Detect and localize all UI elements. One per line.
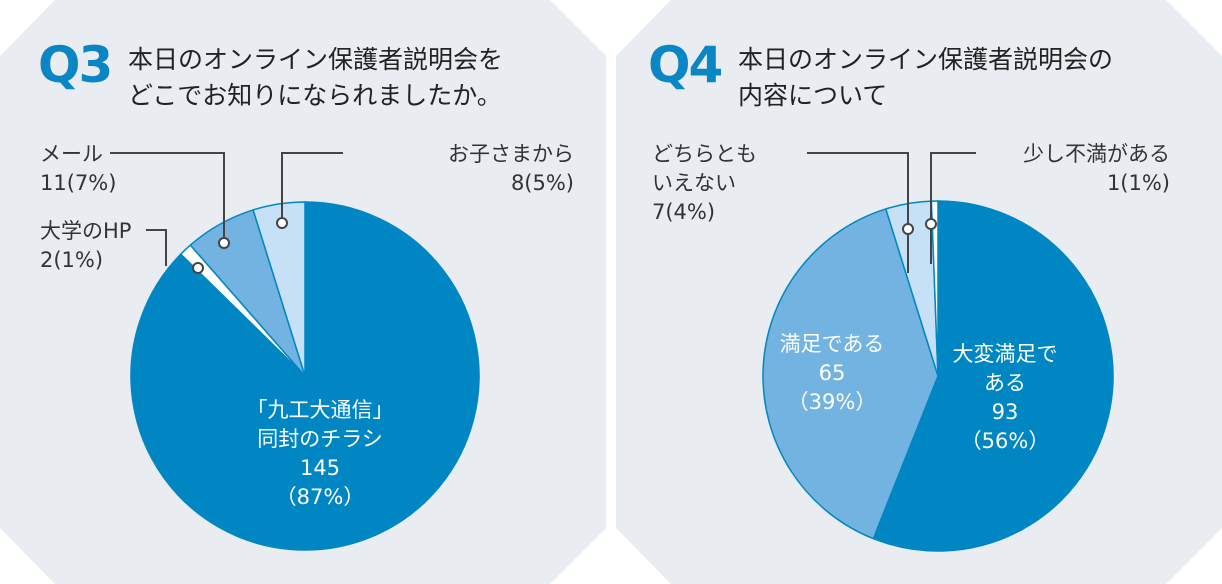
- q3-pie: [130, 201, 480, 551]
- leader-dot-mail: [218, 237, 230, 249]
- leader-dot-kids: [276, 217, 288, 229]
- leader-dot-neutral: [902, 223, 914, 235]
- leader-dot-dissatisfied: [925, 218, 937, 230]
- pie-slice-q3-3: [252, 201, 306, 377]
- label-very-satisfied: 大変満足で ある 93 （56%）: [952, 342, 1058, 453]
- pie-slice-q4-1: [762, 208, 939, 540]
- q4-number: Q4: [648, 36, 723, 94]
- label-hp: 大学のHP 2(1%): [40, 219, 132, 272]
- label-neutral: どちらとも いえない 7(4%): [652, 142, 757, 224]
- leader-mail: [110, 152, 225, 240]
- q3-title: 本日のオンライン保護者説明会を どこでお知りになられましたか。: [128, 45, 504, 110]
- q4-pie: [762, 200, 1114, 552]
- leader-kids: [281, 152, 343, 222]
- leader-hp: [146, 229, 167, 266]
- pie-slice-q4-0: [872, 200, 1114, 552]
- q3-number: Q3: [38, 36, 113, 94]
- label-flyer: 「九工大通信」 同封のチラシ 145 （87%）: [246, 398, 394, 509]
- q4-title: 本日のオンライン保護者説明会の 内容について: [738, 45, 1114, 110]
- label-dissatisfied: 少し不満がある 1(1%): [1023, 142, 1170, 195]
- label-kids: お子さまから 8(5%): [448, 142, 574, 195]
- dotted-divider: [609, 40, 613, 544]
- label-satisfied: 満足である 65 （39%）: [779, 332, 885, 414]
- leader-dot-hp: [192, 262, 204, 274]
- label-mail: メール 11(7%): [40, 142, 117, 195]
